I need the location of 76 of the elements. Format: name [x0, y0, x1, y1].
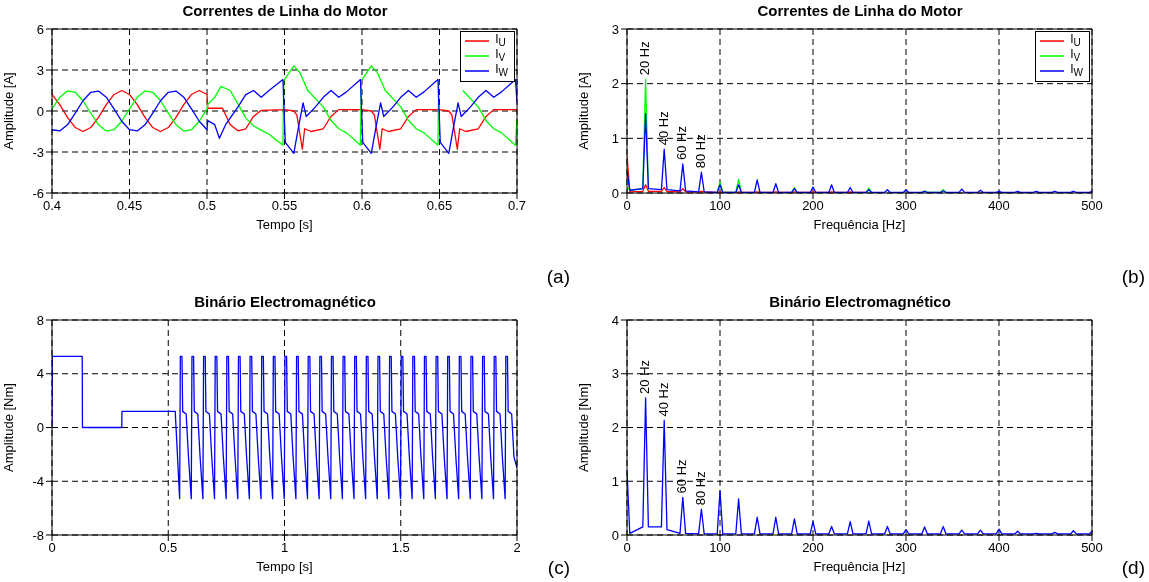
- x-axis-title: Frequência [Hz]: [813, 559, 906, 574]
- y-tick-label: 3: [611, 21, 619, 37]
- x-axis-title: Tempo [s]: [256, 217, 313, 232]
- y-tick-label: -3: [32, 144, 44, 160]
- chart-title: Correntes de Linha do Motor: [756, 2, 964, 19]
- y-tick-label: 1: [611, 130, 619, 146]
- chart-title: Binário Electromagnético: [193, 293, 377, 310]
- line-series: [52, 355, 517, 500]
- annotation: 40 Hz: [655, 382, 671, 417]
- y-tick-label: 2: [611, 76, 619, 92]
- annotation: 20 Hz: [637, 41, 653, 76]
- text: (c): [547, 557, 570, 579]
- y-tick-label: 4: [36, 366, 44, 382]
- y-tick-label: 0: [36, 103, 44, 119]
- line-series: [52, 78, 517, 155]
- x-tick-label: 0: [48, 540, 56, 556]
- text: (a): [546, 266, 570, 288]
- y-tick-label: 2: [611, 420, 619, 436]
- y-tick-label: 1: [611, 473, 619, 489]
- text: (d): [1121, 557, 1145, 579]
- y-tick-label: -4: [32, 473, 44, 489]
- x-tick-label: 300: [895, 540, 917, 556]
- x-tick-label: 100: [709, 198, 731, 214]
- y-axis-title: Amplitude [Nm]: [0, 383, 16, 472]
- y-axis-title: Amplitude [A]: [575, 72, 591, 150]
- line-series: [52, 89, 517, 150]
- y-tick-label: 8: [36, 312, 44, 328]
- annotation: 20 Hz: [637, 359, 653, 394]
- y-tick-label: 4: [611, 312, 619, 328]
- legend-label: I$_{W}$: [1070, 62, 1083, 79]
- x-tick-label: 0.45: [116, 198, 143, 214]
- x-tick-label: 1: [280, 540, 289, 556]
- y-tick-label: 3: [36, 62, 44, 78]
- y-tick-label: -6: [32, 185, 44, 201]
- annotation: 60 Hz: [674, 126, 690, 161]
- y-tick-label: 0: [36, 420, 44, 436]
- y-tick-label: 6: [36, 21, 44, 37]
- x-tick-label: 100: [709, 540, 731, 556]
- legend-label: I$_{V}$: [1070, 47, 1081, 64]
- x-axis-title: Tempo [s]: [256, 559, 313, 574]
- x-tick-label: 200: [802, 540, 824, 556]
- x-tick-label: 2: [513, 540, 521, 556]
- chart-title: Correntes de Linha do Motor: [181, 2, 389, 19]
- x-tick-label: 1.5: [391, 540, 410, 556]
- annotation: 80 Hz: [692, 134, 708, 169]
- legend-label: I$_{U}$: [1070, 32, 1081, 49]
- x-tick-label: 0.4: [42, 198, 62, 214]
- x-tick-label: 0.7: [507, 198, 527, 214]
- y-tick-label: 0: [611, 185, 619, 201]
- x-tick-label: 200: [802, 198, 824, 214]
- y-axis-title: Amplitude [Nm]: [575, 383, 591, 472]
- x-tick-label: 0: [623, 198, 631, 214]
- legend-label: I$_{U}$: [495, 32, 506, 49]
- text: (b): [1121, 266, 1145, 288]
- x-tick-label: 500: [1081, 198, 1103, 214]
- x-tick-label: 0.6: [352, 198, 372, 214]
- x-axis-title: Frequência [Hz]: [813, 217, 906, 232]
- y-axis-title: Amplitude [A]: [0, 72, 16, 150]
- x-tick-label: 300: [895, 198, 917, 214]
- x-tick-label: 400: [988, 198, 1010, 214]
- annotation: 80 Hz: [692, 471, 708, 506]
- x-tick-label: 0: [623, 540, 631, 556]
- legend-label: I$_{W}$: [495, 62, 508, 79]
- chart-title: Binário Electromagnético: [768, 293, 952, 310]
- y-tick-label: 0: [611, 527, 619, 543]
- x-tick-label: 0.65: [426, 198, 453, 214]
- y-tick-label: -8: [32, 527, 44, 543]
- x-tick-label: 0.5: [159, 540, 178, 556]
- x-tick-label: 500: [1081, 540, 1103, 556]
- x-tick-label: 0.55: [271, 198, 298, 214]
- x-tick-label: 0.5: [197, 198, 217, 214]
- x-tick-label: 400: [988, 540, 1010, 556]
- legend-label: I$_{V}$: [495, 47, 506, 64]
- annotation: 40 Hz: [655, 111, 671, 146]
- y-tick-label: 3: [611, 366, 619, 382]
- annotation: 60 Hz: [674, 459, 690, 494]
